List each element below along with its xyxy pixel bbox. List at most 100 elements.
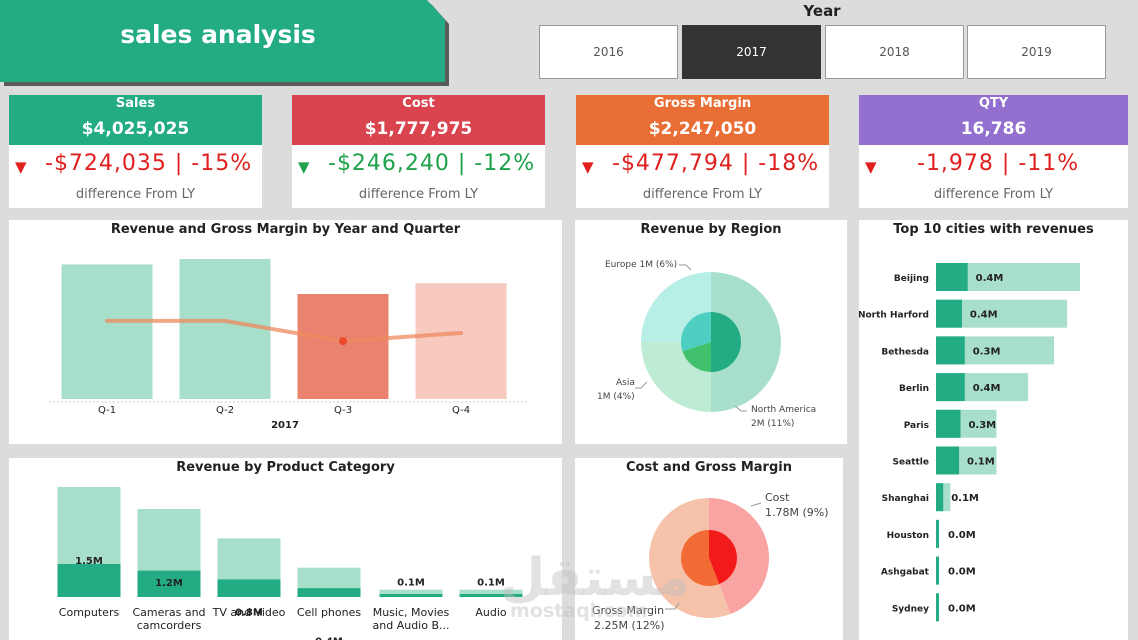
gross-margin-line xyxy=(105,318,463,344)
kpi-qty-value: 16,786 xyxy=(960,119,1027,139)
region-value-north-america: 2M (11%) xyxy=(751,419,795,429)
quarter-tick-label: Q-2 xyxy=(216,405,234,416)
category-chart: 1.5M 1.2M 0.8M 0.4M 0.1M 0.1M xyxy=(57,487,523,640)
city-tick-label: Bethesda xyxy=(881,347,929,357)
page-title: sales analysis xyxy=(120,20,316,49)
watermark-subtext: mostaql.com xyxy=(510,600,648,622)
kpi-sales-subtitle: difference From LY xyxy=(75,187,196,202)
region-value-asia: 1M (4%) xyxy=(597,392,635,402)
city-bar-secondary xyxy=(936,593,939,622)
down-triangle-icon: ▼ xyxy=(15,158,27,176)
city-data-label: 0.4M xyxy=(973,383,1001,394)
region-chart xyxy=(635,264,781,412)
kpi-qty-subtitle: difference From LY xyxy=(933,187,1054,202)
cities-chart-panel: Top 10 cities with revenues Beijing 0.4M N… xyxy=(859,220,1128,640)
category-bar xyxy=(459,589,523,597)
city-data-label: 0.0M xyxy=(948,603,976,614)
quarter-chart-title: Revenue and Gross Margin by Year and Qua… xyxy=(110,222,461,237)
cost-margin-inner-slice xyxy=(709,530,737,585)
city-bar-secondary xyxy=(936,483,944,512)
kpi-sales-diff: -$724,035 | -15% xyxy=(45,151,253,176)
kpi-cost-label: Cost xyxy=(402,96,435,111)
year-slicer-label: Year xyxy=(803,2,841,20)
watermark-logo: مستقل xyxy=(500,548,690,608)
year-button-2016[interactable]: 2016 xyxy=(539,25,678,79)
city-bar-secondary xyxy=(936,373,965,402)
revenue-bar xyxy=(179,259,271,399)
quarter-tick-label: Q-3 xyxy=(334,405,352,416)
region-chart-title: Revenue by Region xyxy=(640,222,782,237)
category-bar-secondary xyxy=(297,588,361,597)
region-inner-slice xyxy=(711,312,741,372)
watermark-text: مستقل xyxy=(500,548,691,608)
gross-margin-value: 2.25M (12%) xyxy=(594,619,665,632)
kpi-card-sales: Sales $4,025,025 ▼ -$724,035 | -15% diff… xyxy=(9,95,262,208)
category-data-label: 0.4M xyxy=(315,637,343,640)
gross-margin-point xyxy=(339,337,347,346)
city-tick-label: Houston xyxy=(887,531,929,541)
category-tick-label: Cameras and camcorders xyxy=(132,606,206,632)
category-tick-label: Cell phones xyxy=(296,606,362,619)
region-slice-north-america xyxy=(711,272,781,412)
kpi-card-qty: QTY 16,786 ▼ -1,978 | -11% difference Fr… xyxy=(859,95,1128,208)
region-label-europe: Europe 1M (6%) xyxy=(605,260,678,270)
kpi-sales-label: Sales xyxy=(115,96,156,111)
kpi-gross-margin-value: $2,247,050 xyxy=(648,119,757,139)
category-tick-label: Audio xyxy=(475,606,507,619)
city-bar-secondary xyxy=(936,519,939,548)
city-bar-secondary xyxy=(936,446,960,475)
category-bar-secondary xyxy=(57,564,121,597)
north-america-leader-line xyxy=(734,405,747,412)
category-bar-secondary xyxy=(137,570,201,597)
region-label-north-america: North America xyxy=(751,405,817,415)
category-tick-label: TV and Video xyxy=(212,606,286,619)
city-tick-label: North Harford xyxy=(859,311,929,321)
kpi-card-cost: Cost $1,777,975 ▼ -$246,240 | -12% diffe… xyxy=(292,95,545,208)
city-data-label: 0.1M xyxy=(967,457,995,468)
year-axis-label: 2017 xyxy=(271,420,299,431)
city-data-label: 0.0M xyxy=(948,530,976,541)
city-data-label: 0.4M xyxy=(976,273,1004,284)
quarter-chart-panel: Revenue and Gross Margin by Year and Qua… xyxy=(9,220,562,444)
kpi-qty-label: QTY xyxy=(978,96,1009,111)
year-button-2019[interactable]: 2019 xyxy=(967,25,1106,79)
city-bar-secondary xyxy=(936,299,962,328)
region-inner-slice xyxy=(681,312,711,352)
city-tick-label: Berlin xyxy=(899,384,929,394)
city-bar-secondary xyxy=(936,336,965,365)
cost-margin-chart-title: Cost and Gross Margin xyxy=(626,460,792,475)
year-button-2017[interactable]: 2017 xyxy=(682,25,821,79)
kpi-cost-value: $1,777,975 xyxy=(364,119,473,139)
city-data-label: 0.4M xyxy=(970,310,998,321)
europe-leader-line xyxy=(679,264,692,271)
city-bar-secondary xyxy=(936,409,961,438)
region-chart-panel: Revenue by Region Europe 1M (6%) Asia 1M… xyxy=(575,220,847,444)
city-data-label: 0.3M xyxy=(973,346,1001,357)
kpi-cost-subtitle: difference From LY xyxy=(358,187,479,202)
kpi-sales-value: $4,025,025 xyxy=(81,119,190,139)
category-data-label: 1.5M xyxy=(75,556,103,567)
year-button-2018[interactable]: 2018 xyxy=(825,25,964,79)
cost-value: 1.78M (9%) xyxy=(765,506,829,519)
city-tick-label: Ashgabat xyxy=(881,568,930,578)
title-banner xyxy=(0,0,445,82)
category-bar-secondary xyxy=(217,579,281,597)
city-tick-label: Paris xyxy=(904,421,929,431)
cost-margin-chart-panel: Cost and Gross Margin Cost 1.78M (9%) Gr… xyxy=(575,458,843,640)
cost-leader-line xyxy=(750,502,762,507)
quarter-tick-label: Q-4 xyxy=(452,405,470,416)
city-data-label: 0.3M xyxy=(968,420,996,431)
category-tick-label: Computers xyxy=(58,606,120,619)
kpi-gross-margin-header: Gross Margin $2,247,050 xyxy=(576,95,829,145)
region-inner-slice xyxy=(682,342,711,372)
revenue-bar xyxy=(297,294,389,399)
city-tick-label: Sydney xyxy=(892,604,929,614)
revenue-bar xyxy=(415,283,507,399)
kpi-sales-header: Sales $4,025,025 xyxy=(9,95,262,145)
asia-leader-line xyxy=(635,381,648,389)
category-data-label: 1.2M xyxy=(155,578,183,589)
city-bar-secondary xyxy=(936,556,939,585)
kpi-gross-margin-subtitle: difference From LY xyxy=(642,187,763,202)
kpi-qty-diff: -1,978 | -11% xyxy=(917,151,1080,176)
city-bar-secondary xyxy=(936,263,968,291)
